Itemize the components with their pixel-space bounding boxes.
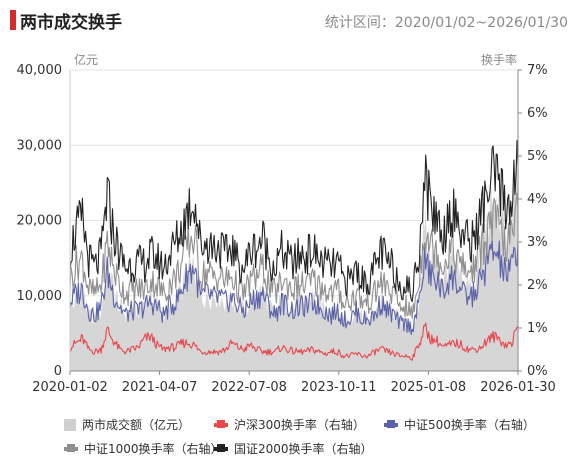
right-axis-unit: 换手率 — [481, 52, 517, 67]
y-right-tick-label: 0% — [527, 364, 548, 379]
series-5-line — [69, 140, 519, 303]
x-tick-label: 2026-01-30 — [480, 380, 556, 395]
x-tick-label: 2023-10-11 — [301, 380, 377, 395]
x-tick-label: 2025-01-08 — [391, 380, 467, 395]
legend-item[interactable]: 沪深300换手率（右轴） — [214, 416, 365, 433]
y-right-tick-label: 1% — [527, 321, 548, 336]
legend-swatch — [384, 419, 398, 428]
y-left-tick-label: 20,000 — [17, 214, 63, 229]
legend-label: 中证1000换手率（右轴） — [84, 442, 223, 456]
series-2-line — [69, 322, 519, 361]
legend-label: 沪深300换手率（右轴） — [234, 418, 365, 432]
legend-item[interactable]: 国证2000换手率（右轴） — [214, 440, 373, 457]
y-right-tick-label: 4% — [527, 192, 548, 207]
date-range-label: 统计区间：2020/01/02~2026/01/30 — [324, 15, 568, 31]
y-right-tick-label: 5% — [527, 149, 548, 164]
axes: 0 10,000 20,000 30,000 40,000 0% 1% 2% 3% 4% 5% 6% 7… — [17, 63, 556, 395]
legend-swatch — [214, 443, 228, 452]
chart-title: 两市成交换手 — [20, 13, 122, 33]
y-right-tick-label: 3% — [527, 235, 548, 250]
x-tick-label: 2021-04-07 — [122, 380, 198, 395]
legend-item[interactable]: 两市成交额（亿元） — [64, 416, 190, 433]
series-3-line — [69, 239, 519, 336]
y-left-tick-label: 0 — [54, 364, 62, 379]
y-left-tick-label: 40,000 — [17, 63, 63, 78]
legend-item[interactable]: 中证500换手率（右轴） — [384, 416, 535, 433]
series-1-area — [70, 167, 518, 371]
y-left-tick-label: 30,000 — [17, 138, 63, 153]
x-tick-label: 2022-07-08 — [211, 380, 287, 395]
left-axis-unit: 亿元 — [74, 52, 98, 67]
x-tick-label: 2020-01-02 — [32, 380, 108, 395]
turnover-amount-area-layer — [70, 167, 518, 371]
title-accent-bar — [10, 10, 16, 30]
legend-label: 两市成交额（亿元） — [82, 418, 191, 432]
legend-swatch — [64, 418, 76, 431]
legend-label: 国证2000换手率（右轴） — [234, 442, 373, 456]
turnover-rate-lines-layer — [69, 140, 519, 361]
y-right-tick-label: 2% — [527, 278, 548, 293]
series-4-line — [69, 192, 519, 319]
y-right-tick-label: 6% — [527, 106, 548, 121]
y-left-tick-label: 10,000 — [17, 289, 63, 304]
y-right-tick-label: 7% — [527, 63, 548, 78]
legend-item[interactable]: 中证1000换手率（右轴） — [64, 440, 223, 457]
legend-label: 中证500换手率（右轴） — [404, 418, 535, 432]
legend-swatch — [214, 419, 228, 428]
legend-swatch — [64, 443, 78, 452]
